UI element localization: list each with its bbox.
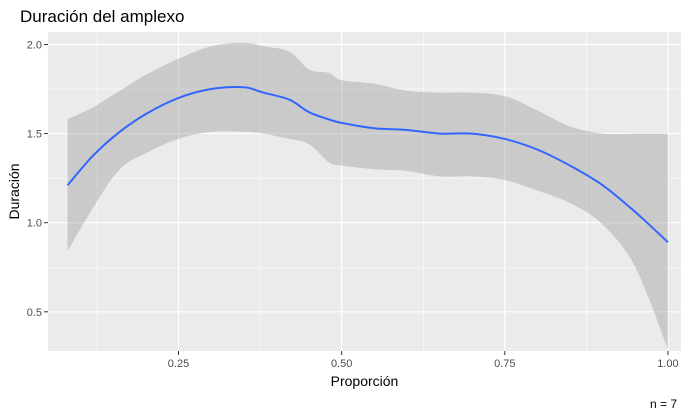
confidence-band [67, 42, 668, 350]
x-tick-label: 1.00 [657, 358, 678, 370]
y-tick-label: 0.5 [27, 307, 42, 319]
grid-minor [48, 32, 681, 357]
y-axis: 0.5 1.0 1.5 2.0 [27, 39, 48, 319]
y-axis-title: Duración [6, 163, 22, 219]
x-axis-title: Proporción [331, 373, 399, 389]
smooth-line [66, 86, 669, 244]
grid-major [48, 32, 681, 351]
chart-title: Duración del amplexo [20, 7, 185, 26]
x-axis: 0.25 0.50 0.75 1.00 [168, 351, 679, 370]
x-tick-label: 0.25 [168, 358, 189, 370]
y-tick-label: 1.5 [27, 129, 42, 141]
x-tick-label: 0.75 [494, 358, 515, 370]
plot-panel [48, 32, 681, 351]
sample-size-caption: n = 7 [649, 397, 677, 411]
y-tick-label: 2.0 [27, 39, 42, 51]
y-tick-label: 1.0 [27, 218, 42, 230]
x-tick-label: 0.50 [331, 358, 352, 370]
